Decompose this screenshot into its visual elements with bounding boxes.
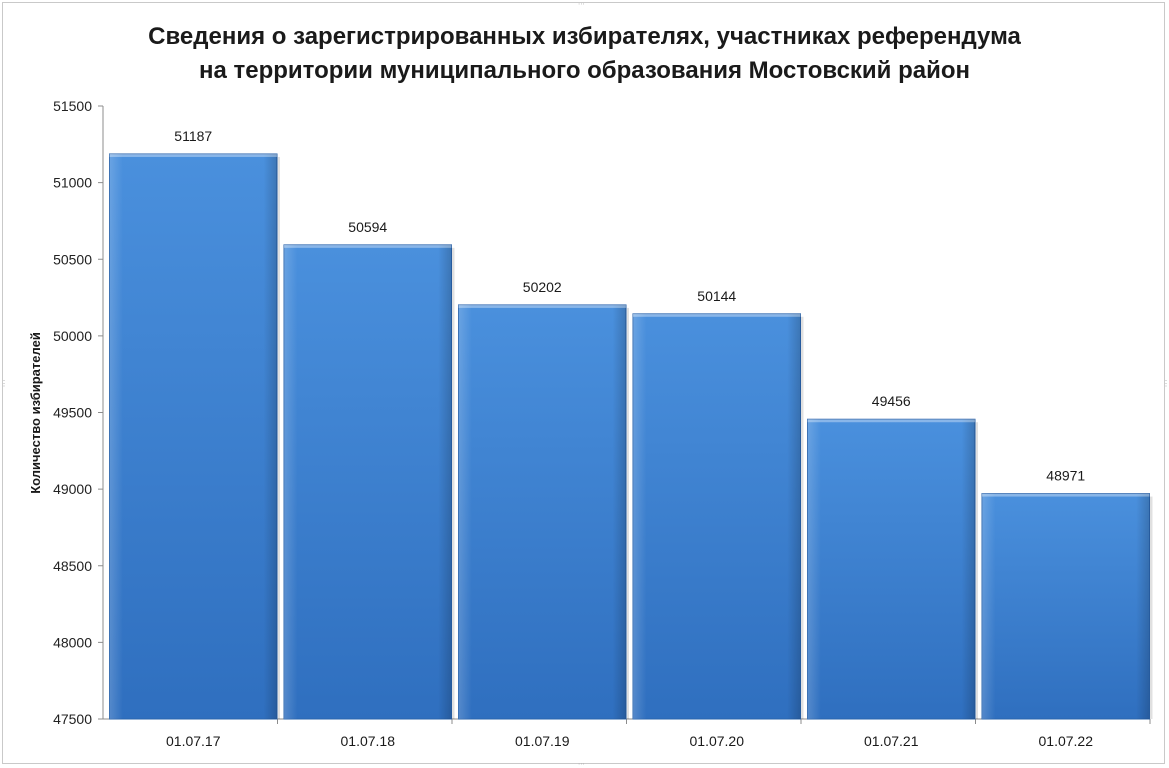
data-label: 50202	[523, 279, 562, 295]
x-tick-label: 01.07.19	[515, 733, 570, 749]
data-label: 48971	[1046, 468, 1085, 484]
y-tick-label: 51500	[53, 98, 92, 114]
x-tick-label: 01.07.17	[166, 733, 221, 749]
chart-title-line-2: на территории муниципального образования…	[198, 57, 971, 84]
bar-shading	[109, 153, 277, 719]
axes: 47500 48000 48500 49000 49500 50000 50500 51000…	[53, 98, 1151, 727]
data-label: 50594	[348, 219, 387, 235]
bar-shading	[982, 493, 1150, 719]
bars	[109, 153, 1153, 720]
bar-bevel	[982, 493, 1150, 497]
bar-bevel	[109, 153, 277, 157]
y-tick-label: 51000	[53, 175, 92, 191]
y-tick-label: 49000	[53, 481, 92, 497]
bar-shading	[458, 304, 626, 719]
bar-bevel	[633, 313, 801, 317]
bar-shading	[284, 244, 452, 720]
bar-bevel	[458, 304, 626, 308]
labels: 51187 01.07.17 50594 01.07.18 50202 01.07.19 5…	[166, 128, 1093, 749]
y-tick-label: 50500	[53, 251, 92, 267]
x-tick-label: 01.07.20	[690, 733, 745, 749]
resize-handle-right[interactable]: ⋮	[1162, 379, 1169, 388]
y-axis-label: Количество избирателей	[28, 332, 43, 494]
data-label: 51187	[174, 128, 212, 144]
resize-handle-top[interactable]: ∙∙∙	[578, 0, 585, 8]
x-tick-label: 01.07.22	[1039, 733, 1094, 749]
data-label: 50144	[697, 288, 736, 304]
resize-handle-bottom[interactable]: ∙∙∙	[578, 759, 585, 768]
bar-bevel	[807, 419, 975, 423]
resize-handle-left[interactable]: ⋮	[0, 379, 8, 388]
x-tick-label: 01.07.18	[341, 733, 396, 749]
y-tick-label: 49500	[53, 405, 92, 421]
y-tick-label: 50000	[53, 328, 92, 344]
y-tick-label: 48000	[53, 634, 92, 650]
y-tick-label: 47500	[53, 711, 92, 727]
data-label: 49456	[872, 393, 911, 409]
chart-title-line-1: Сведения о зарегистрированных избирателя…	[148, 23, 1021, 50]
chart-title: Сведения о зарегистрированных избирателя…	[0, 20, 1169, 88]
bar-shading	[633, 313, 801, 719]
bar-bevel	[284, 244, 452, 248]
bar-shading	[807, 419, 975, 719]
x-tick-label: 01.07.21	[864, 733, 919, 749]
y-tick-label: 48500	[53, 558, 92, 574]
